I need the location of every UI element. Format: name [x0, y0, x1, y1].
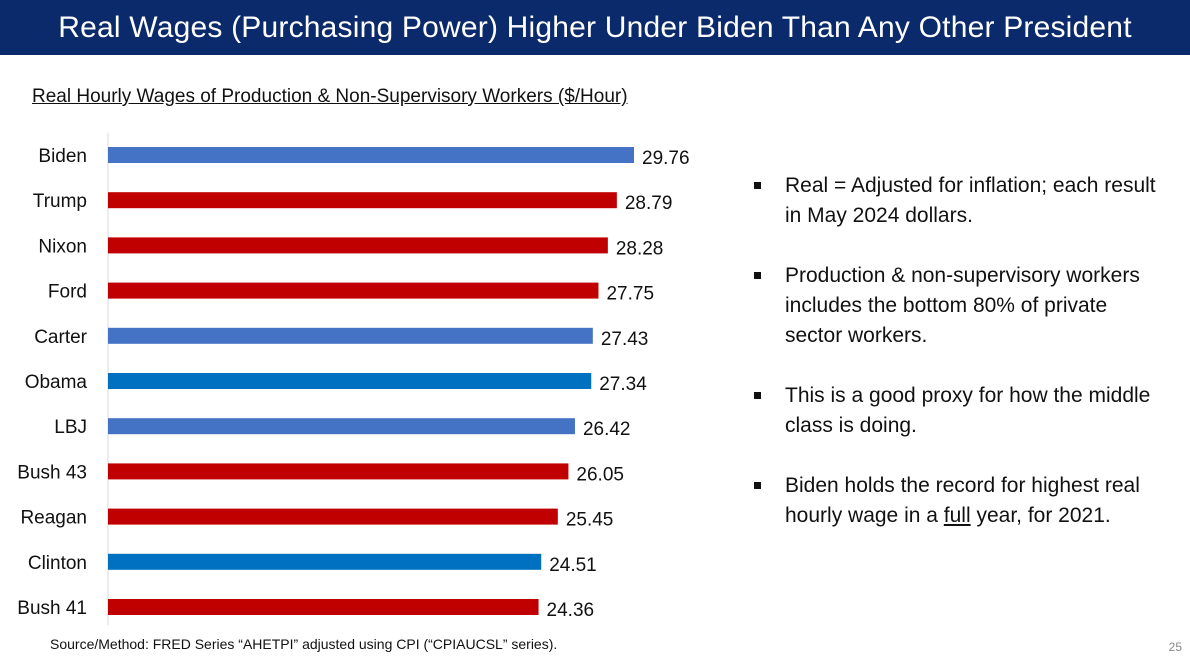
bar-obama — [108, 373, 592, 389]
category-label: Ford — [48, 282, 87, 303]
value-label: 24.36 — [547, 600, 595, 621]
category-label: Bush 43 — [17, 462, 87, 483]
bar-biden — [108, 147, 634, 163]
note-text-pre: Biden holds the record for highest real … — [785, 474, 1140, 527]
slide-title: Real Wages (Purchasing Power) Higher Und… — [58, 10, 1132, 44]
value-label: 27.43 — [601, 329, 649, 350]
note-item: Production & non-supervisory workers inc… — [754, 261, 1164, 351]
value-label: 29.76 — [642, 148, 690, 169]
note-text: This is a good proxy for how the middle … — [785, 384, 1151, 437]
value-label: 27.34 — [599, 374, 647, 395]
note-item: This is a good proxy for how the middle … — [754, 381, 1164, 441]
value-label: 26.42 — [583, 419, 631, 440]
note-item: Real = Adjusted for inflation; each resu… — [754, 171, 1164, 231]
category-label: Clinton — [28, 553, 87, 574]
category-label: Bush 41 — [17, 598, 87, 619]
category-label: LBJ — [54, 417, 87, 438]
page-number: 25 — [1168, 640, 1182, 654]
note-text: Real = Adjusted for inflation; each resu… — [785, 174, 1156, 227]
slide-title-bar: Real Wages (Purchasing Power) Higher Und… — [0, 0, 1190, 55]
bar-clinton — [108, 553, 542, 570]
chart-title: Real Hourly Wages of Production & Non-Su… — [32, 86, 628, 107]
note-item: Biden holds the record for highest real … — [754, 471, 1164, 531]
value-label: 28.28 — [616, 238, 664, 259]
bar-carter — [108, 327, 593, 344]
value-label: 27.75 — [606, 284, 654, 305]
note-text-post: year, for 2021. — [970, 504, 1111, 527]
category-label: Trump — [33, 191, 87, 212]
bar-nixon — [108, 237, 608, 254]
bar-chart: Biden 29.76 Trump 28.79 Nixon 28.28 Ford 27.75 C… — [17, 133, 690, 625]
category-label: Nixon — [38, 236, 87, 257]
bar-trump — [108, 192, 617, 209]
note-text: Production & non-supervisory workers inc… — [785, 264, 1140, 347]
source-note: Source/Method: FRED Series “AHETPI” adju… — [50, 636, 558, 652]
notes-list: Real = Adjusted for inflation; each resu… — [754, 171, 1164, 561]
bar-bush-41 — [108, 599, 539, 615]
value-label: 28.79 — [625, 193, 673, 214]
bar-ford — [108, 282, 599, 299]
category-label: Biden — [38, 146, 87, 167]
value-label: 24.51 — [549, 555, 597, 576]
bar-reagan — [108, 508, 558, 525]
value-label: 25.45 — [566, 510, 614, 531]
bar-lbj — [108, 418, 575, 435]
category-label: Obama — [25, 372, 88, 393]
value-label: 26.05 — [576, 464, 624, 485]
bar-bush-43 — [108, 463, 569, 480]
category-label: Reagan — [20, 508, 87, 529]
category-label: Carter — [34, 327, 87, 348]
note-text-emphasis: full — [943, 504, 971, 527]
